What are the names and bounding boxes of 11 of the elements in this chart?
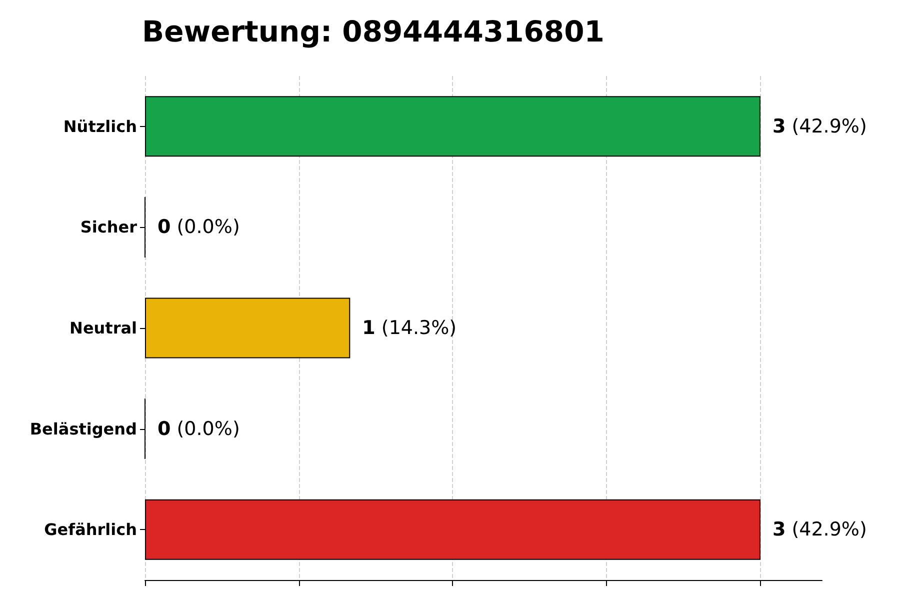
y-tick-label: Sicher xyxy=(80,218,138,237)
data-label: 3 (42.9%) xyxy=(772,115,867,138)
y-tick-label: Nützlich xyxy=(63,116,137,136)
chart-title: Bewertung: 0894444316801 xyxy=(142,14,604,48)
y-tick-label: Belästigend xyxy=(30,419,137,438)
data-label: 3 (42.9%) xyxy=(772,518,867,541)
data-label: 1 (14.3%) xyxy=(362,317,457,339)
data-label: 0 (0.0%) xyxy=(158,216,240,238)
y-tick-label: Gefährlich xyxy=(44,520,137,540)
y-tick-label: Neutral xyxy=(70,318,137,338)
data-label: 0 (0.0%) xyxy=(158,418,240,440)
